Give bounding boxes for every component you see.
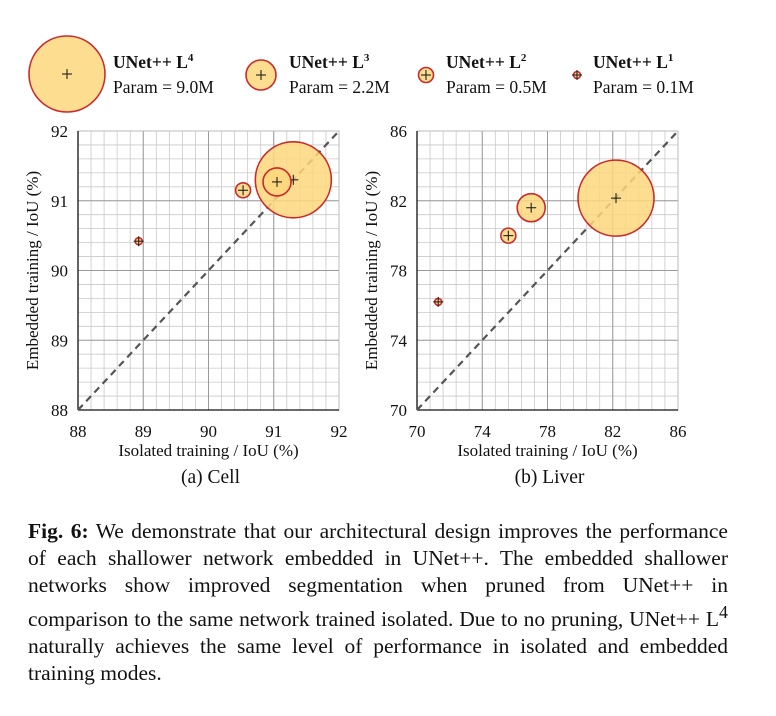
- legend-marker-3: [572, 70, 582, 80]
- legend-marker-2: [417, 66, 435, 84]
- point-unet-l2: [234, 181, 252, 199]
- legend-param-3: Param = 0.1M: [593, 77, 694, 97]
- legend-param-0: Param = 9.0M: [113, 77, 214, 97]
- x-tick-label: 90: [200, 422, 217, 441]
- x-axis-label: Isolated training / IoU (%): [457, 441, 637, 460]
- caption-label: Fig. 6:: [28, 519, 89, 543]
- caption-sup: 4: [719, 602, 728, 622]
- y-tick-label: 86: [390, 122, 407, 141]
- point-unet-l2: [500, 227, 517, 244]
- x-tick-label: 78: [539, 422, 556, 441]
- legend-param-2: Param = 0.5M: [446, 77, 547, 97]
- point-unet-l1: [433, 296, 444, 307]
- panel-liver: 70 74 78 82 86 70 74 78 82 86 Isolated training / …: [362, 122, 687, 488]
- y-tick-label: 78: [390, 262, 407, 281]
- legend-label-2: UNet++ L2: [446, 52, 527, 72]
- x-tick-label: 70: [409, 422, 426, 441]
- legend-marker-0: [28, 35, 106, 113]
- legend-param-1: Param = 2.2M: [289, 77, 390, 97]
- point-unet-l4: [577, 159, 655, 237]
- legend-label-0: UNet++ L4: [113, 52, 194, 72]
- point-unet-l3: [262, 167, 292, 197]
- panel-subtitle: (b) Liver: [515, 467, 585, 488]
- x-tick-label: 91: [265, 422, 282, 441]
- x-axis-label: Isolated training / IoU (%): [118, 441, 298, 460]
- point-unet-l3: [516, 192, 546, 223]
- y-tick-label: 70: [390, 401, 407, 420]
- y-tick-label: 90: [51, 262, 68, 281]
- x-tick-label: 82: [604, 422, 621, 441]
- legend-marker-1: [245, 59, 277, 91]
- x-tick-label: 92: [331, 422, 348, 441]
- panel-subtitle: (a) Cell: [181, 467, 241, 488]
- point-unet-l4: [254, 141, 333, 219]
- y-tick-label: 82: [390, 192, 407, 211]
- figure: UNet++ L4 Param = 9.0M UNet++ L3 Param = 2.…: [23, 35, 694, 488]
- legend-label-1: UNet++ L3: [289, 52, 370, 72]
- x-tick-label: 86: [670, 422, 687, 441]
- panel-cell: 88 89 90 91 92 88 89 90 91 92 Isolated training / …: [23, 122, 348, 488]
- y-axis-label: Embedded training / IoU (%): [23, 171, 42, 370]
- y-axis-label: Embedded training / IoU (%): [362, 171, 381, 370]
- y-tick-label: 91: [51, 192, 68, 211]
- y-tick-label: 89: [51, 331, 68, 350]
- y-tick-label: 92: [51, 122, 68, 141]
- point-unet-l1: [133, 236, 144, 247]
- figure-caption: Fig. 6: We demonstrate that our architec…: [28, 518, 728, 687]
- caption-text-end: naturally achieves the same level of per…: [28, 634, 728, 686]
- caption-text: We demonstrate that our architectural de…: [28, 519, 728, 632]
- legend-label-3: UNet++ L1: [593, 52, 673, 72]
- y-tick-label: 74: [390, 331, 408, 350]
- legend: UNet++ L4 Param = 9.0M UNet++ L3 Param = 2.…: [28, 35, 694, 113]
- x-tick-label: 88: [70, 422, 87, 441]
- y-tick-label: 88: [51, 401, 68, 420]
- x-tick-label: 89: [135, 422, 152, 441]
- x-tick-label: 74: [474, 422, 492, 441]
